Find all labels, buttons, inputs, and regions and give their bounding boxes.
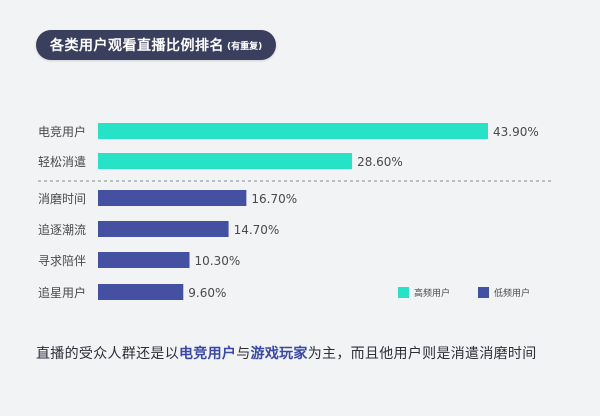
category-label: 追星用户 bbox=[38, 285, 86, 300]
caption-text-1: 直播的受众人群还是以 bbox=[36, 346, 179, 362]
category-label: 电竞用户 bbox=[38, 124, 86, 139]
value-label: 43.90% bbox=[493, 125, 539, 139]
caption-highlight-esports: 电竞用户 bbox=[179, 346, 237, 362]
bar bbox=[98, 190, 247, 206]
legend-swatch bbox=[478, 287, 489, 298]
caption-text-2: 与 bbox=[236, 346, 251, 362]
caption-text-3: 为主，而且他用户则是消遣消磨时间 bbox=[307, 346, 537, 362]
value-label: 9.60% bbox=[188, 286, 226, 300]
bar bbox=[98, 221, 229, 237]
value-label: 28.60% bbox=[357, 155, 403, 169]
bar bbox=[98, 153, 353, 169]
category-label: 寻求陪伴 bbox=[38, 253, 86, 268]
chart-title-note: (有重复) bbox=[227, 41, 263, 52]
bar bbox=[98, 252, 190, 268]
legend-label: 高频用户 bbox=[414, 287, 450, 299]
chart-title: 各类用户观看直播比例排名 bbox=[50, 38, 224, 54]
category-label: 轻松消遣 bbox=[38, 154, 86, 169]
chart-title-badge: 各类用户观看直播比例排名 (有重复) bbox=[36, 30, 277, 60]
bar bbox=[98, 284, 184, 300]
value-label: 14.70% bbox=[234, 223, 280, 237]
category-label: 追逐潮流 bbox=[38, 222, 86, 237]
caption-highlight-gamers: 游戏玩家 bbox=[250, 346, 308, 362]
legend-swatch bbox=[398, 287, 409, 298]
chart-caption: 直播的受众人群还是以电竞用户与游戏玩家为主，而且他用户则是消遣消磨时间 bbox=[36, 343, 537, 363]
bar bbox=[98, 123, 488, 139]
value-label: 10.30% bbox=[195, 254, 241, 268]
category-label: 消磨时间 bbox=[38, 192, 86, 206]
value-label: 16.70% bbox=[251, 192, 297, 206]
legend-label: 低频用户 bbox=[494, 287, 530, 299]
